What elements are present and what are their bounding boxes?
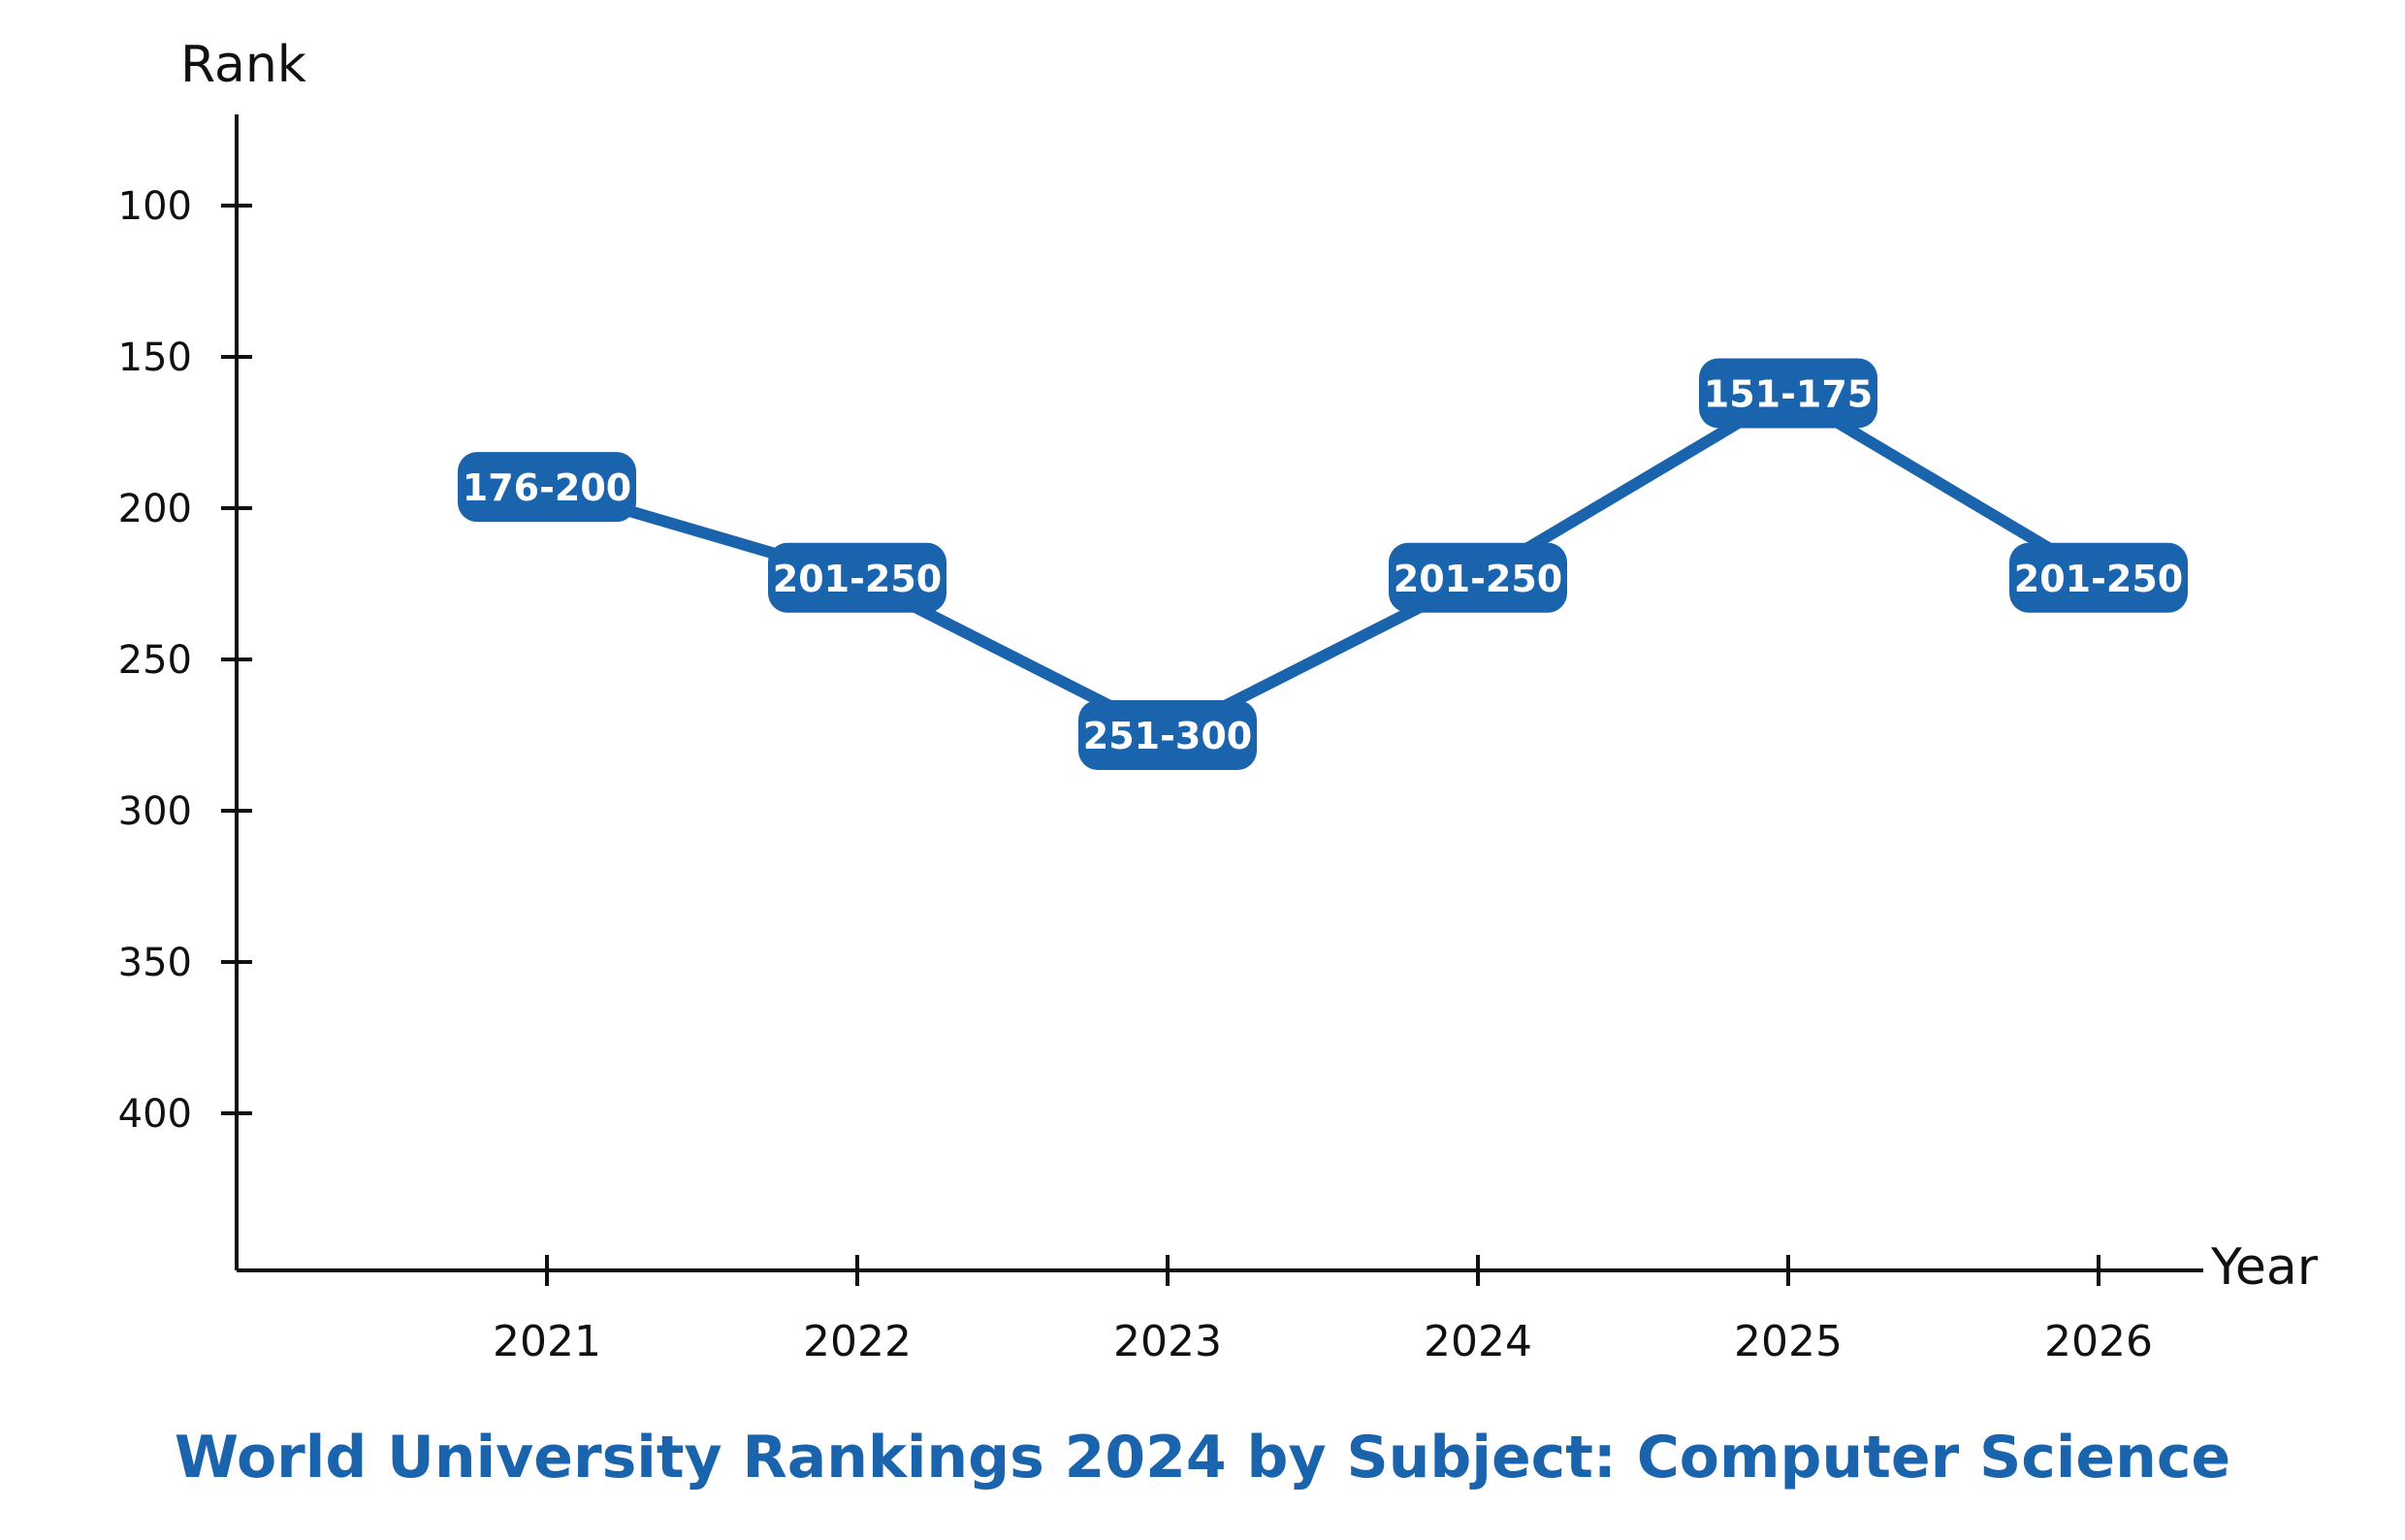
x-tick-label: 2021 — [493, 1317, 601, 1366]
x-tick-label: 2025 — [1734, 1317, 1843, 1366]
y-tick-label: 350 — [118, 941, 192, 985]
data-point-badge — [458, 452, 636, 523]
y-axis-title: Rank — [180, 36, 306, 94]
y-tick-label: 200 — [118, 487, 192, 531]
data-label: 201-250 — [2014, 558, 2183, 600]
x-axis-title: Year — [2210, 1238, 2319, 1297]
data-label: 201-250 — [1394, 558, 1562, 600]
x-tick-label: 2024 — [1424, 1317, 1532, 1366]
x-tick-label: 2023 — [1113, 1317, 1222, 1366]
data-point-badge — [768, 542, 946, 613]
data-point-badge — [2009, 542, 2188, 613]
y-tick-label: 400 — [118, 1092, 192, 1137]
data-label: 176-200 — [463, 466, 631, 509]
data-point-badge — [1699, 358, 1877, 429]
data-point-badge — [1078, 700, 1257, 770]
y-tick-label: 100 — [118, 184, 192, 229]
x-tick-label: 2022 — [803, 1317, 912, 1366]
data-label: 251-300 — [1083, 715, 1252, 757]
data-label: 151-175 — [1704, 372, 1873, 415]
chart-title: World University Rankings 2024 by Subjec… — [174, 1424, 2231, 1492]
data-label: 201-250 — [773, 558, 942, 600]
y-tick-label: 300 — [118, 789, 192, 834]
y-tick-label: 250 — [118, 638, 192, 683]
y-tick-label: 150 — [118, 336, 192, 380]
data-point-badge — [1389, 542, 1567, 613]
x-tick-label: 2026 — [2044, 1317, 2153, 1366]
